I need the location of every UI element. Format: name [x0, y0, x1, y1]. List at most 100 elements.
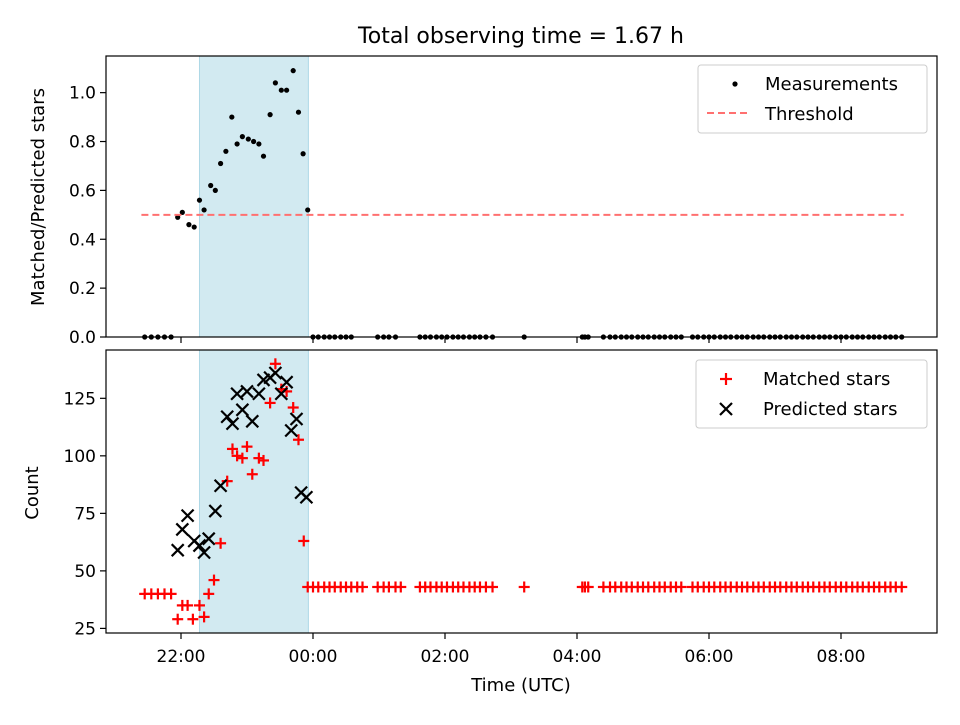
bottom-axes-frame [105, 349, 938, 634]
top-series [141, 68, 905, 340]
y-tick-label: 0.2 [69, 279, 96, 299]
matched-star-point [215, 537, 227, 549]
predicted-star-point [274, 386, 289, 401]
matched-star-point [182, 599, 194, 611]
measurement-point [260, 153, 267, 159]
y-tick-label: 0.0 [69, 328, 96, 348]
bottom-x-axis-label: Time (UTC) [470, 675, 571, 696]
x-tick-label: 06:00 [685, 647, 734, 667]
legend-threshold-label: Threshold [764, 104, 854, 125]
y-tick-label: 1.0 [69, 84, 96, 104]
matched-star-point [518, 581, 530, 593]
matched-star-point [264, 397, 276, 409]
measurement-point [229, 114, 235, 120]
predicted-star-point [175, 522, 190, 537]
measurement-point [218, 160, 224, 167]
measurement-point [179, 209, 185, 215]
matched-star-point [193, 599, 205, 611]
predicted-star-point [180, 508, 195, 523]
measurement-point [239, 134, 245, 140]
predicted-star-point [252, 386, 266, 401]
predicted-star-point [192, 538, 207, 553]
top-legend: Measurements Threshold [697, 64, 928, 134]
y-tick-label: 0.4 [69, 230, 96, 250]
predicted-star-point [220, 409, 234, 424]
predicted-star-point [240, 384, 254, 399]
top-panel: Total observing time = 1.67 h Matched/Pr… [28, 24, 938, 348]
matched-star-point [675, 581, 687, 593]
matched-star-point [487, 581, 499, 593]
y-tick-label: 50 [74, 562, 96, 582]
measurement-point [186, 222, 192, 228]
matched-star-point [896, 581, 908, 593]
predicted-star-point [201, 531, 216, 546]
measurement-point [196, 197, 203, 203]
matched-star-point [236, 452, 248, 464]
matched-star-point [582, 581, 594, 593]
measurement-point [208, 182, 214, 189]
measurement-point [284, 87, 290, 93]
x-tick-label: 08:00 [817, 647, 866, 667]
matched-star-point [246, 468, 258, 480]
bottom-panel: Count Time (UTC) 25 50 75 100 125 22:00 00:00… [22, 349, 938, 696]
legend-matched-label: Matched stars [763, 369, 890, 390]
bottom-legend-box [695, 359, 928, 429]
matched-star-point [241, 441, 253, 453]
top-axes-frame [105, 55, 938, 338]
bottom-y-axis-label: Count [22, 466, 43, 519]
matched-star-point [208, 574, 220, 586]
matched-star-point [187, 613, 199, 625]
predicted-star-point [197, 545, 211, 560]
y-tick-label: 100 [64, 447, 96, 467]
matched-star-point [395, 581, 407, 593]
matched-star-point [231, 450, 243, 462]
measurement-point [290, 68, 296, 74]
bottom-series [139, 358, 908, 625]
x-tick-label: 00:00 [289, 647, 338, 667]
matched-star-point [258, 454, 269, 466]
measurement-point [305, 207, 311, 213]
predicted-star-point [284, 423, 298, 438]
matched-star-point [203, 588, 215, 600]
measurement-point [234, 141, 240, 147]
matched-star-point [165, 588, 177, 600]
bottom-x-ticks: 22:00 00:00 02:00 04:00 06:00 08:00 [157, 633, 866, 667]
predicted-star-point [230, 386, 244, 401]
y-tick-label: 0.8 [69, 133, 96, 153]
measurement-point [201, 207, 207, 213]
measurement-point [191, 224, 197, 230]
predicted-star-point [245, 414, 260, 429]
measurement-point [251, 138, 257, 145]
measurement-point [295, 109, 302, 115]
top-y-axis-label: Matched/Predicted stars [28, 88, 49, 306]
predicted-star-point [299, 490, 314, 505]
y-tick-label: 75 [74, 504, 96, 524]
measurement-point [212, 187, 218, 193]
measurement-point [300, 151, 306, 157]
legend-matched-marker [720, 373, 732, 385]
measurement-point [175, 214, 181, 220]
matched-star-point [292, 434, 304, 446]
predicted-star-point [235, 403, 250, 417]
legend-predicted-label: Predicted stars [763, 399, 897, 420]
predicted-star-point [208, 504, 223, 518]
measurement-point [245, 136, 251, 142]
measurement-point [256, 141, 262, 147]
predicted-star-point [279, 375, 294, 389]
matched-star-point [269, 358, 281, 370]
legend-measurements-marker [732, 81, 738, 87]
matched-star-point [221, 475, 233, 487]
top-chart-title: Total observing time = 1.67 h [357, 24, 684, 49]
legend-measurements-label: Measurements [765, 74, 898, 95]
x-tick-label: 02:00 [421, 647, 470, 667]
predicted-star-point [170, 543, 185, 557]
matched-star-point [198, 611, 210, 623]
matched-star-point [298, 535, 310, 547]
x-tick-label: 04:00 [553, 647, 602, 667]
predicted-star-point [225, 416, 240, 431]
predicted-star-point [289, 412, 304, 426]
legend-predicted-marker [719, 402, 733, 416]
bottom-legend: Matched stars Predicted stars [695, 359, 928, 429]
matched-star-point [357, 581, 368, 593]
